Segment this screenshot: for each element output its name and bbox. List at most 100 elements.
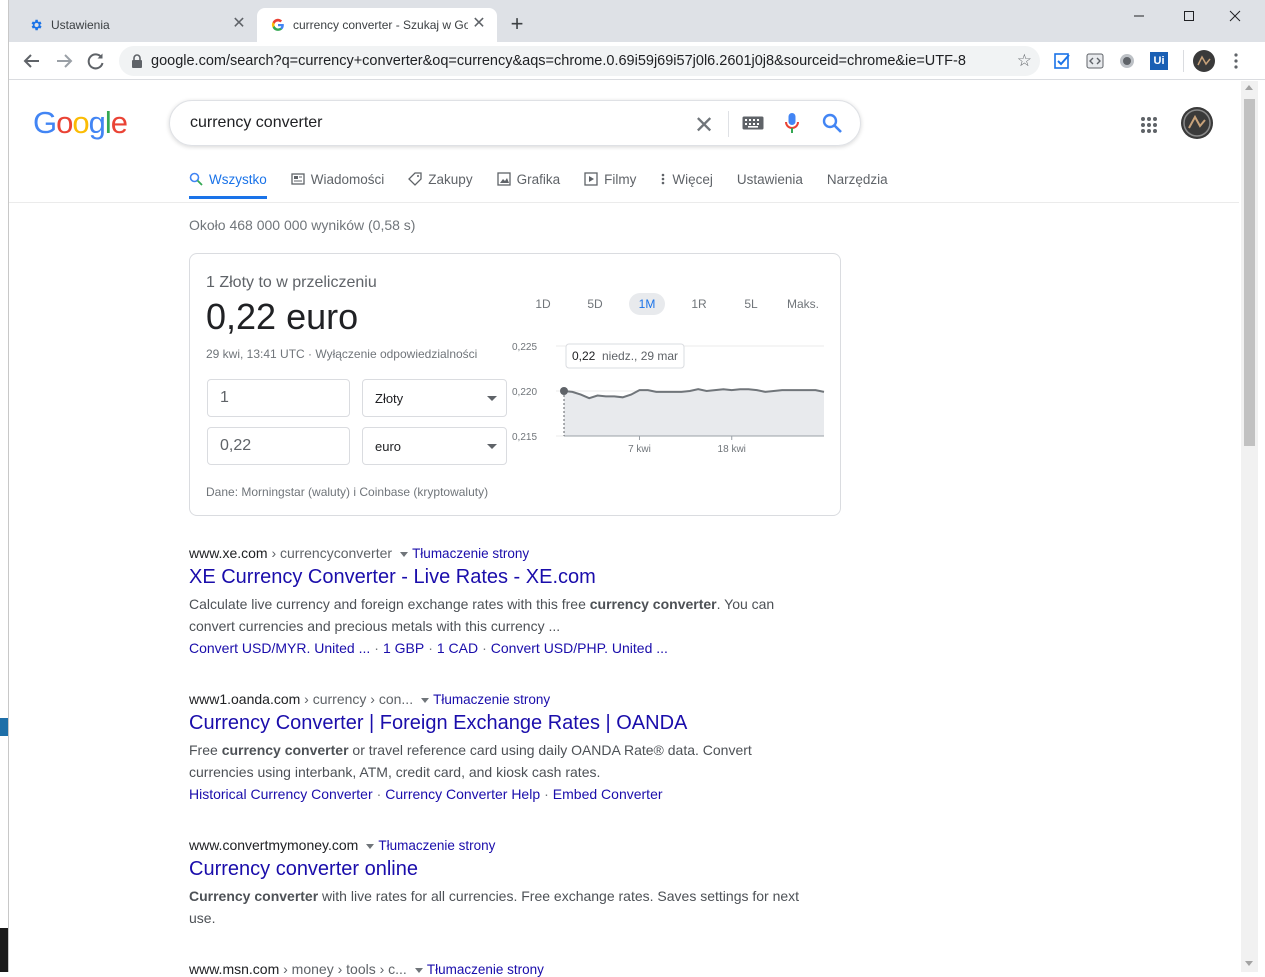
- dropdown-arrow-icon[interactable]: [366, 844, 374, 849]
- bookmark-star-icon[interactable]: ☆: [1017, 51, 1032, 71]
- chevron-down-icon: [487, 444, 497, 449]
- back-button[interactable]: [21, 51, 43, 71]
- scroll-down-arrow-icon[interactable]: [1245, 961, 1253, 966]
- to-currency-select[interactable]: euro: [362, 427, 507, 465]
- search-input[interactable]: currency converter: [190, 114, 323, 132]
- search-icon: [189, 172, 203, 186]
- select-value: euro: [375, 439, 401, 454]
- close-tab-icon[interactable]: ✕: [231, 16, 247, 32]
- result-title-link[interactable]: Currency converter online: [189, 858, 809, 881]
- tab-news[interactable]: Wiadomości: [291, 169, 385, 189]
- google-logo[interactable]: Google: [33, 105, 127, 141]
- desktop-background: [0, 0, 8, 972]
- header-divider: [9, 202, 1239, 203]
- checklist-extension-icon[interactable]: [1054, 52, 1072, 70]
- tab-label: Grafika: [517, 172, 561, 187]
- mic-icon[interactable]: [784, 112, 800, 134]
- tag-icon: [408, 172, 422, 186]
- converter-result: 0,22 euro: [206, 296, 358, 338]
- dropdown-arrow-icon[interactable]: [400, 552, 408, 557]
- address-bar[interactable]: google.com/search?q=currency+converter&o…: [119, 46, 1040, 76]
- link-separator: ·: [377, 786, 382, 802]
- sitelink[interactable]: 1 CAD: [437, 640, 478, 656]
- range-1d[interactable]: 1D: [525, 293, 561, 315]
- sitelink[interactable]: Currency Converter Help: [385, 786, 540, 802]
- scroll-up-arrow-icon[interactable]: [1245, 85, 1253, 90]
- translate-link[interactable]: Tłumaczenie strony: [412, 546, 529, 561]
- active-tab-indicator: [189, 196, 267, 199]
- tab-all[interactable]: Wszystko: [189, 169, 267, 189]
- account-avatar[interactable]: [1181, 107, 1213, 139]
- minimize-icon: [1133, 10, 1145, 22]
- range-1y[interactable]: 1R: [681, 293, 717, 315]
- link-separator: ·: [544, 786, 549, 802]
- dropdown-arrow-icon[interactable]: [415, 968, 423, 973]
- tab-label: Wszystko: [209, 172, 267, 187]
- converter-timestamp[interactable]: 29 kwi, 13:41 UTC · Wyłączenie odpowiedz…: [206, 347, 477, 361]
- translate-link[interactable]: Tłumaczenie strony: [433, 692, 550, 707]
- currency-converter-card: 1 Złoty to w przeliczeniu 0,22 euro 29 k…: [189, 253, 841, 516]
- forward-button[interactable]: [53, 51, 75, 71]
- scrollbar-thumb[interactable]: [1244, 99, 1255, 446]
- sitelink[interactable]: Convert USD/MYR. United ...: [189, 640, 370, 656]
- google-favicon-icon: [271, 18, 285, 32]
- keyboard-icon[interactable]: [742, 116, 764, 130]
- tab-more[interactable]: Więcej: [660, 169, 713, 189]
- range-5d[interactable]: 5D: [577, 293, 613, 315]
- from-amount-input[interactable]: 1: [207, 379, 350, 417]
- snippet-text: Free: [189, 742, 222, 758]
- hover-point: [560, 387, 568, 395]
- translate-link[interactable]: Tłumaczenie strony: [378, 838, 495, 853]
- tab-settings-search[interactable]: Ustawienia: [737, 169, 803, 189]
- tab-shopping[interactable]: Zakupy: [408, 169, 472, 189]
- minimize-button[interactable]: [1122, 4, 1156, 26]
- result-path: › currencyconverter: [268, 545, 392, 561]
- tooltip-value: 0,22: [572, 349, 596, 363]
- maximize-button[interactable]: [1172, 4, 1206, 26]
- sitelink[interactable]: Historical Currency Converter: [189, 786, 373, 802]
- range-1m[interactable]: 1M: [629, 293, 665, 315]
- tab-google-search[interactable]: currency converter - Szukaj w Go ✕: [257, 8, 497, 42]
- apps-grid-icon[interactable]: [1140, 116, 1158, 134]
- logo-letter: g: [89, 105, 105, 140]
- profile-avatar[interactable]: [1193, 50, 1215, 72]
- y-tick-label: 0,225: [512, 342, 537, 353]
- reload-button[interactable]: [85, 51, 107, 71]
- snippet-bold: currency converter: [222, 742, 349, 758]
- tab-images[interactable]: Grafika: [497, 169, 561, 189]
- tab-tools[interactable]: Narzędzia: [827, 169, 888, 189]
- range-5y[interactable]: 5L: [733, 293, 769, 315]
- dropdown-arrow-icon[interactable]: [421, 698, 429, 703]
- search-icon[interactable]: [821, 112, 843, 134]
- tab-title: currency converter - Szukaj w Go: [293, 18, 468, 32]
- close-window-button[interactable]: [1218, 4, 1252, 26]
- search-box[interactable]: currency converter ✕: [169, 100, 861, 146]
- tab-label: Narzędzia: [827, 172, 888, 187]
- browser-menu-button[interactable]: [1233, 52, 1239, 70]
- close-tab-icon[interactable]: ✕: [471, 16, 487, 32]
- code-extension-icon[interactable]: [1086, 52, 1104, 70]
- result-title-link[interactable]: XE Currency Converter - Live Rates - XE.…: [189, 566, 809, 589]
- clear-icon[interactable]: ✕: [694, 111, 714, 140]
- sitelink[interactable]: Embed Converter: [553, 786, 663, 802]
- page-scrollbar[interactable]: [1241, 81, 1258, 972]
- record-extension-icon[interactable]: [1118, 52, 1136, 70]
- result-title-link[interactable]: Currency Converter | Foreign Exchange Ra…: [189, 712, 809, 735]
- page-content: Google currency converter ✕ Wszystko Wia…: [9, 81, 1265, 972]
- sitelink[interactable]: Convert USD/PHP. United ...: [491, 640, 668, 656]
- sitelink[interactable]: 1 GBP: [383, 640, 424, 656]
- range-max[interactable]: Maks.: [781, 293, 825, 315]
- ui-extension-icon[interactable]: Ui: [1150, 52, 1168, 70]
- logo-letter: e: [111, 105, 127, 140]
- tab-settings[interactable]: Ustawienia ✕: [15, 8, 257, 42]
- tab-videos[interactable]: Filmy: [584, 169, 636, 189]
- tab-label: Więcej: [672, 172, 713, 187]
- x-tick-label: 18 kwi: [718, 444, 746, 455]
- translate-link[interactable]: Tłumaczenie strony: [427, 962, 544, 977]
- new-tab-button[interactable]: +: [507, 14, 527, 34]
- avatar-icon: [1181, 107, 1213, 139]
- to-amount-input[interactable]: 0,22: [207, 427, 350, 465]
- from-currency-select[interactable]: Złoty: [362, 379, 507, 417]
